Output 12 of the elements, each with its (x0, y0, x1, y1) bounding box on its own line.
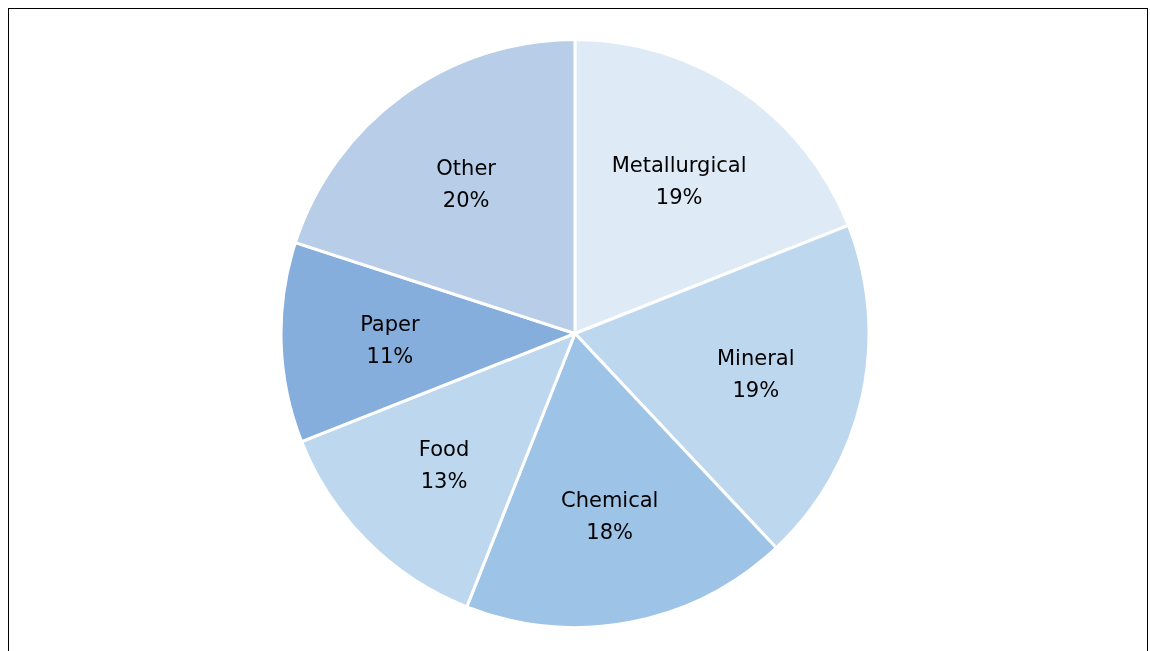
slice-label: Chemical (560, 487, 659, 512)
slice-label: Other (436, 156, 497, 181)
slice-label: Mineral (716, 346, 795, 371)
data-label: 13% (420, 468, 468, 493)
slice-label: Metallurgical (611, 152, 747, 177)
data-label: 19% (655, 184, 703, 209)
data-label: 20% (442, 188, 490, 213)
data-label: 11% (366, 343, 414, 368)
slice-label: Paper (360, 311, 420, 336)
slice-label: Food (418, 436, 470, 461)
data-label: 19% (732, 378, 780, 403)
data-label: 18% (586, 519, 634, 544)
